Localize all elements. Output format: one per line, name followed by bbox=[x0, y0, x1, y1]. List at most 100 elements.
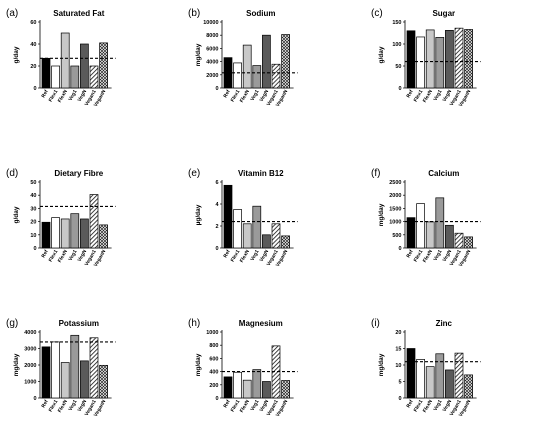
chart-panel: (e) Vitamin B12µg/day0246RefFlex1FlexNVeg… bbox=[188, 168, 298, 268]
bar-flex1 bbox=[51, 341, 60, 399]
panel-letter: (a) bbox=[6, 8, 18, 19]
x-tick-label: FlexN bbox=[57, 249, 69, 264]
panel-letter: (h) bbox=[188, 318, 200, 329]
x-tick-label: FlexN bbox=[57, 399, 69, 414]
y-tick-label: 4000 bbox=[206, 60, 218, 66]
y-axis-label: mg/day bbox=[13, 353, 20, 376]
chart-title: Sodium bbox=[246, 9, 275, 18]
chart-panel: (b) Sodium mg/day 0 2000 4000 6000 8000 10000 Ref… bbox=[188, 8, 298, 108]
y-tick-label: 4 bbox=[215, 202, 219, 208]
y-tick-label: 2000 bbox=[206, 73, 218, 79]
chart-title: Magnesium bbox=[239, 319, 283, 328]
x-tick-label: Ref bbox=[223, 89, 232, 99]
chart-title: Vitamin B12 bbox=[238, 169, 284, 178]
x-tick-label: VegN bbox=[442, 399, 454, 413]
y-tick-label: 40 bbox=[30, 193, 36, 199]
x-tick-label: FlexN bbox=[57, 89, 69, 104]
y-tick-label: 10 bbox=[30, 233, 36, 239]
y-tick-label: 4000 bbox=[24, 330, 36, 336]
y-tick-label: 1000 bbox=[24, 380, 36, 386]
y-tick-label: 0 bbox=[33, 246, 36, 252]
bar-ref bbox=[41, 57, 51, 89]
bar-flexn bbox=[425, 366, 435, 399]
bar-flexn bbox=[425, 221, 435, 249]
y-tick-label: 2500 bbox=[389, 180, 401, 186]
x-tick-label: Flex1 bbox=[48, 399, 60, 413]
chart-title: Calcium bbox=[428, 169, 459, 178]
x-tick-label: FlexN bbox=[239, 399, 251, 414]
y-tick-label: 500 bbox=[392, 233, 401, 239]
bar-veg1 bbox=[435, 197, 445, 249]
x-tick-label: Ref bbox=[41, 89, 50, 99]
x-tick-label: Ref bbox=[41, 399, 50, 409]
bar-flex1 bbox=[416, 203, 425, 249]
y-axis-label: mg/day bbox=[195, 43, 202, 66]
y-tick-label: 0 bbox=[398, 246, 401, 252]
bar-ref bbox=[406, 348, 416, 399]
bar-flex1 bbox=[51, 65, 60, 89]
y-axis-label: g/day bbox=[13, 46, 20, 63]
y-axis-label: g/day bbox=[378, 46, 385, 63]
y-tick-label: 100 bbox=[392, 42, 401, 48]
bar-vegn bbox=[445, 224, 454, 249]
bar-vegann bbox=[464, 29, 473, 89]
y-tick-label: 0 bbox=[398, 86, 401, 92]
bar-flex1 bbox=[233, 209, 242, 249]
bar-vegn bbox=[262, 234, 271, 249]
y-axis-label: mg/day bbox=[195, 353, 202, 376]
bar-ref bbox=[223, 184, 233, 249]
y-axis-label: µg/day bbox=[195, 204, 202, 225]
y-tick-label: 0 bbox=[215, 86, 218, 92]
bar-flexn bbox=[60, 362, 70, 399]
y-tick-label: 6 bbox=[215, 180, 218, 186]
bar-vegann bbox=[99, 224, 108, 249]
x-tick-label: Ref bbox=[406, 249, 415, 259]
bar-flexn bbox=[425, 29, 435, 89]
y-tick-label: 20 bbox=[30, 220, 36, 226]
y-axis-label: mg/day bbox=[378, 353, 385, 376]
bar-vegn bbox=[445, 30, 454, 89]
bar-flexn bbox=[242, 223, 252, 249]
x-tick-label: Ref bbox=[41, 249, 50, 259]
bar-vegann bbox=[464, 374, 473, 399]
bar-flexn bbox=[60, 32, 70, 89]
x-tick-label: Flex1 bbox=[230, 89, 242, 103]
y-tick-label: 10 bbox=[395, 363, 401, 369]
x-tick-label: VegN bbox=[77, 89, 89, 103]
x-tick-label: Flex1 bbox=[48, 89, 60, 103]
bar-vegn bbox=[445, 369, 454, 399]
bar-veg1 bbox=[252, 65, 262, 89]
bar-veg1 bbox=[252, 369, 262, 399]
x-tick-label: Veg1 bbox=[432, 249, 443, 262]
x-tick-label: Flex1 bbox=[230, 249, 242, 263]
panel-letter: (f) bbox=[371, 168, 380, 179]
bar-flexn bbox=[242, 379, 252, 399]
x-tick-label: Veg1 bbox=[249, 399, 260, 412]
bar-vegan1 bbox=[271, 223, 281, 249]
bar-vegan1 bbox=[271, 63, 281, 89]
y-tick-label: 800 bbox=[209, 343, 218, 349]
bar-vegann bbox=[281, 380, 290, 399]
chart-panel: (g) Potassiummg/day01000200030004000RefFl… bbox=[6, 318, 116, 418]
x-tick-label: Veg1 bbox=[432, 89, 443, 102]
bar-veg1 bbox=[435, 37, 445, 89]
y-tick-label: 0 bbox=[215, 246, 218, 252]
y-tick-label: 30 bbox=[30, 206, 36, 212]
x-tick-label: VegN bbox=[259, 399, 271, 413]
x-tick-label: Flex1 bbox=[48, 249, 60, 263]
y-tick-label: 0 bbox=[398, 396, 401, 402]
chart-panel: (i) Zinc mg/day 0 5 10 15 20 RefFlex1FlexNVeg1Ve… bbox=[371, 318, 481, 418]
y-tick-label: 2000 bbox=[24, 363, 36, 369]
y-tick-label: 400 bbox=[209, 370, 218, 376]
y-tick-label: 50 bbox=[30, 180, 36, 186]
x-tick-label: FlexN bbox=[422, 399, 434, 414]
chart-title: Zinc bbox=[436, 319, 453, 328]
panel-letter: (i) bbox=[371, 318, 380, 329]
x-tick-label: VegN bbox=[259, 249, 271, 263]
y-tick-label: 15 bbox=[395, 347, 401, 353]
y-tick-label: 1500 bbox=[389, 206, 401, 212]
chart-title: Dietary Fibre bbox=[54, 169, 103, 178]
x-tick-label: FlexN bbox=[239, 89, 251, 104]
bar-ref bbox=[41, 346, 51, 399]
